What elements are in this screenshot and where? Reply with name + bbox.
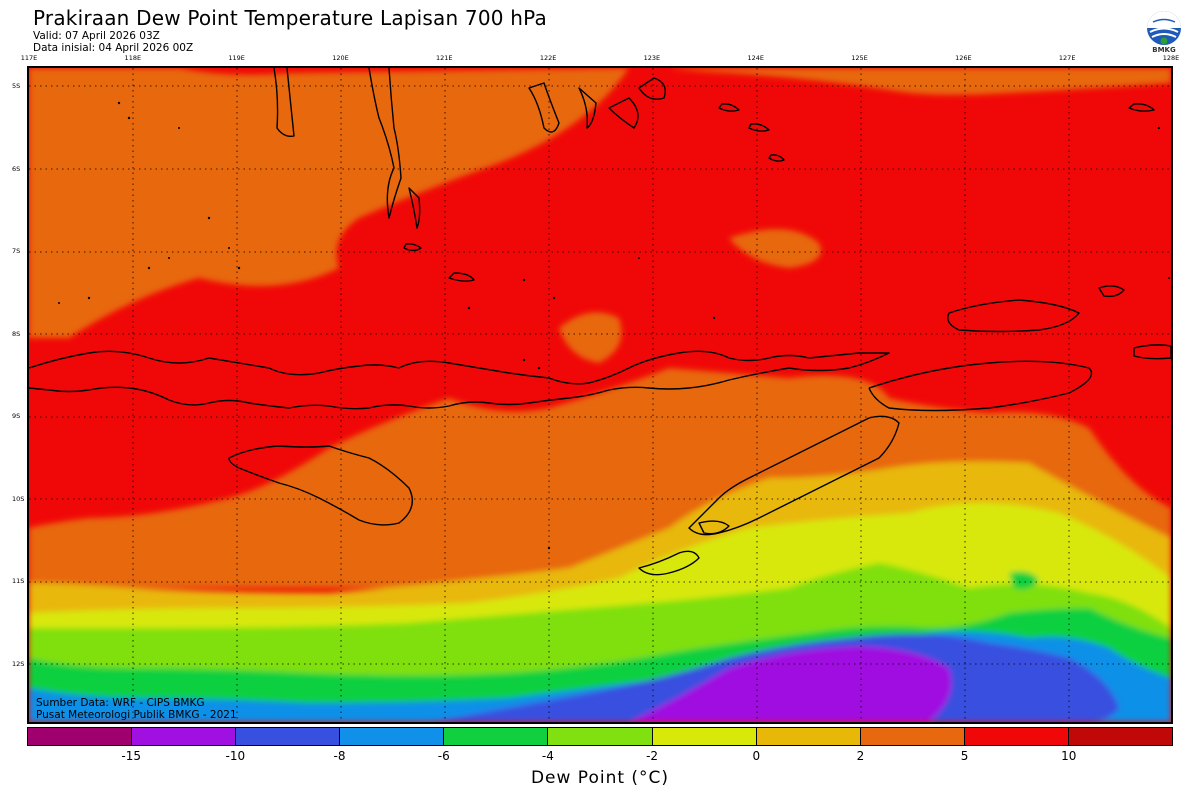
colorbar-tick-label: 10 xyxy=(1061,749,1077,763)
map-title: Prakiraan Dew Point Temperature Lapisan … xyxy=(33,6,547,30)
lon-label: 120E xyxy=(332,54,349,62)
lon-label: 122E xyxy=(539,54,557,62)
lat-label: 11S xyxy=(12,577,25,585)
colorbar-segment xyxy=(548,728,653,745)
lon-label: 121E xyxy=(436,54,453,62)
lon-label: 127E xyxy=(1058,54,1076,62)
colorbar xyxy=(27,727,1173,746)
colorbar-tick-label: -10 xyxy=(225,749,246,763)
lon-label: 124E xyxy=(747,54,764,62)
colorbar-tick-label: -4 xyxy=(541,749,554,763)
field-orange-patch xyxy=(729,229,821,268)
lon-label: 117E xyxy=(20,54,38,62)
data-source: Sumber Data: WRF - CIPS BMKG xyxy=(36,697,205,709)
dewpoint-map xyxy=(29,68,1171,722)
lon-label: 128E xyxy=(1162,54,1180,62)
field-orange-patch2 xyxy=(559,312,622,363)
colorbar-tick-label: 2 xyxy=(856,749,865,763)
colorbar-segment xyxy=(652,728,757,745)
colorbar-segment xyxy=(132,728,237,745)
coastlines xyxy=(29,68,1171,576)
valid-time: Valid: 07 April 2026 03Z xyxy=(33,30,160,42)
colorbar-segment xyxy=(756,728,861,745)
colorbar-segment xyxy=(1068,728,1173,745)
colorbar-segment xyxy=(28,728,133,745)
bmkg-logo: BMKG xyxy=(1144,8,1184,56)
colorbar-segment xyxy=(444,728,549,745)
bmkg-logo-icon xyxy=(1147,11,1181,45)
colorbar-segment xyxy=(860,728,965,745)
colorbar-segment xyxy=(340,728,445,745)
field-green-patch xyxy=(1009,571,1039,590)
lon-label: 118E xyxy=(124,54,142,62)
colorbar-segment xyxy=(964,728,1069,745)
field-orange-nw xyxy=(29,68,629,338)
lat-label: 5S xyxy=(12,82,21,90)
lat-label: 7S xyxy=(12,247,21,255)
field-orange-ne xyxy=(669,68,1171,95)
colorbar-tick-label: 5 xyxy=(960,749,969,763)
publisher: Pusat Meteorologi Publik BMKG - 2021 xyxy=(36,709,237,721)
graticule xyxy=(29,68,1171,722)
lat-label: 6S xyxy=(12,164,21,173)
lon-label: 126E xyxy=(955,54,972,62)
colorbar-tick-label: -2 xyxy=(646,749,659,763)
field-purple-core xyxy=(629,646,952,722)
lat-label: 10S xyxy=(12,494,25,503)
lon-label: 119E xyxy=(228,54,245,62)
logo-text: BMKG xyxy=(1152,46,1176,54)
colorbar-tick-label: -15 xyxy=(121,749,141,763)
lat-label: 12S xyxy=(12,659,25,668)
colorbar-tick-label: 0 xyxy=(752,749,761,763)
lon-label: 125E xyxy=(851,54,868,62)
map-panel xyxy=(27,66,1173,724)
lat-label: 8S xyxy=(12,329,21,338)
colorbar-tick-label: -6 xyxy=(437,749,450,763)
initial-time: Data inisial: 04 April 2026 00Z xyxy=(33,42,194,54)
small-islands xyxy=(58,101,1170,550)
colorbar-label: Dew Point (°C) xyxy=(530,768,670,788)
lon-label: 123E xyxy=(643,54,661,62)
colorbar-segment xyxy=(236,728,341,745)
lat-label: 9S xyxy=(12,412,21,420)
colorbar-tick-label: -8 xyxy=(333,749,346,763)
